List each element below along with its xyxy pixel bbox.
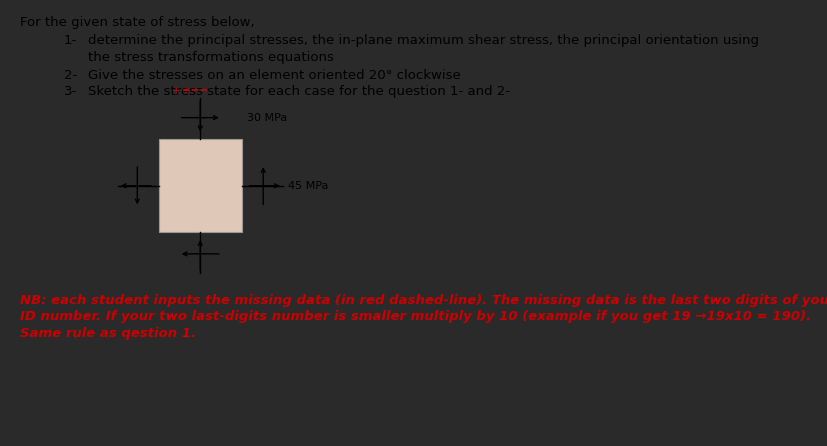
Text: determine the principal stresses, the in-plane maximum shear stress, the princip: determine the principal stresses, the in… [88, 34, 758, 47]
Text: For the given state of stress below,: For the given state of stress below, [20, 16, 254, 29]
Text: 2-: 2- [64, 69, 77, 82]
Text: ID number. If your two last-digits number is smaller multiply by 10 (example if : ID number. If your two last-digits numbe… [20, 310, 810, 323]
Text: Give the stresses on an element oriented 20° clockwise: Give the stresses on an element oriented… [88, 69, 460, 82]
Text: 45 MPa: 45 MPa [287, 181, 327, 191]
Text: the stress transformations equations: the stress transformations equations [88, 51, 333, 65]
Text: 30 MPa: 30 MPa [246, 113, 286, 123]
Text: 3-: 3- [64, 85, 77, 98]
Text: + +: + + [173, 86, 189, 95]
Text: 1-: 1- [64, 34, 77, 47]
Bar [159, 139, 241, 232]
Text: Sketch the stress state for each case for the question 1- and 2-: Sketch the stress state for each case fo… [88, 85, 509, 98]
Text: NB: each student inputs the missing data (in red dashed-line). The missing data : NB: each student inputs the missing data… [20, 293, 827, 306]
Text: Same rule as qestion 1.: Same rule as qestion 1. [20, 327, 195, 340]
